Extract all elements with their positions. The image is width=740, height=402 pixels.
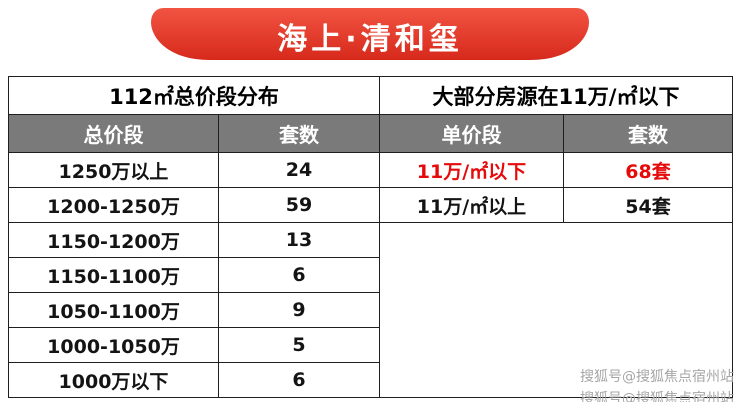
count-cell: 6 <box>218 362 380 398</box>
right-header-unit-price-range: 单价段 <box>379 114 564 153</box>
count-cell: 59 <box>218 187 380 223</box>
watermark: 搜狐号@搜狐焦点宿州站 搜狐号@搜狐焦点宿州站 <box>580 366 734 402</box>
left-section-title: 112㎡总价段分布 <box>8 76 380 115</box>
price-range-cell: 1200-1250万 <box>8 187 219 223</box>
unit-count-cell-highlight: 68套 <box>563 152 733 188</box>
left-header-price-range: 总价段 <box>8 114 219 153</box>
table-row: 1000万以下 6 <box>8 362 733 398</box>
price-range-cell: 1000-1050万 <box>8 327 219 363</box>
unit-count-cell: 54套 <box>563 187 733 223</box>
count-cell: 24 <box>218 152 380 188</box>
column-header-row: 总价段 套数 单价段 套数 <box>8 114 733 153</box>
count-cell: 9 <box>218 292 380 328</box>
right-header-unit-count: 套数 <box>563 114 733 153</box>
price-range-cell: 1150-1100万 <box>8 257 219 293</box>
section-title-row: 112㎡总价段分布 大部分房源在11万/㎡以下 <box>8 76 733 115</box>
watermark-line-2: 搜狐号@搜狐焦点宿州站 <box>580 391 734 402</box>
watermark-line-1: 搜狐号@搜狐焦点宿州站 <box>580 369 734 385</box>
right-section-title: 大部分房源在11万/㎡以下 <box>379 76 733 115</box>
table-row: 1150-1200万 13 <box>8 222 733 398</box>
left-header-unit-count: 套数 <box>218 114 380 153</box>
count-cell: 6 <box>218 257 380 293</box>
unit-price-range-cell-highlight: 11万/㎡以下 <box>379 152 564 188</box>
table-row: 1000-1050万 5 <box>8 327 733 363</box>
table-row: 1150-1100万 6 <box>8 257 733 293</box>
count-cell: 5 <box>218 327 380 363</box>
price-range-cell: 1050-1100万 <box>8 292 219 328</box>
banner: 海上·清和玺 <box>0 4 740 68</box>
price-distribution-table: 112㎡总价段分布 大部分房源在11万/㎡以下 总价段 套数 单价段 套数 12… <box>8 76 733 398</box>
price-range-cell: 1150-1200万 <box>8 222 219 258</box>
price-range-cell: 1000万以下 <box>8 362 219 398</box>
unit-price-range-cell: 11万/㎡以上 <box>379 187 564 223</box>
count-cell: 13 <box>218 222 380 258</box>
page-title: 海上·清和玺 <box>277 22 463 57</box>
table-row: 1200-1250万 59 11万/㎡以上 54套 <box>8 187 733 223</box>
table-row: 1050-1100万 9 <box>8 292 733 328</box>
banner-ribbon-shape <box>151 8 589 60</box>
table-row: 1250万以上 24 11万/㎡以下 68套 <box>8 152 733 188</box>
empty-region <box>379 222 733 398</box>
price-range-cell: 1250万以上 <box>8 152 219 188</box>
